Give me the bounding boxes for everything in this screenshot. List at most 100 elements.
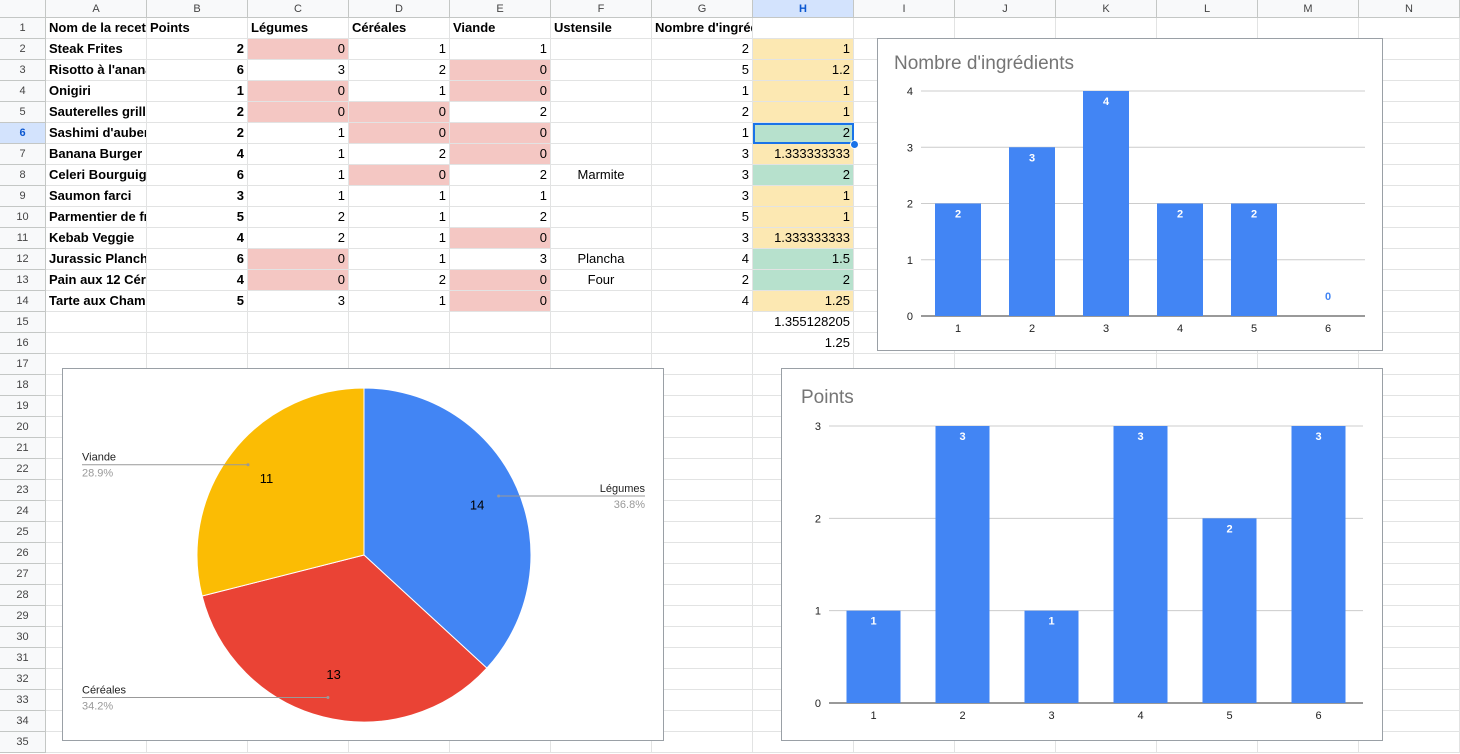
name-cell[interactable]: Sashimi d'aubergine xyxy=(46,123,147,144)
header-cell[interactable]: Légumes xyxy=(248,18,349,39)
viande-cell[interactable]: 0 xyxy=(450,270,551,291)
legumes-cell[interactable]: 0 xyxy=(248,81,349,102)
ustensile-cell[interactable] xyxy=(551,228,652,249)
viande-cell[interactable]: 1 xyxy=(450,39,551,60)
viande-cell[interactable]: 2 xyxy=(450,207,551,228)
h-cell[interactable]: 2 xyxy=(753,270,854,291)
cell[interactable] xyxy=(349,312,450,333)
cereales-cell[interactable]: 1 xyxy=(349,228,450,249)
nb-cell[interactable]: 1 xyxy=(652,81,753,102)
header-cell[interactable] xyxy=(753,18,854,39)
row-header-11[interactable]: 11 xyxy=(0,228,46,249)
legumes-cell[interactable]: 0 xyxy=(248,249,349,270)
cell[interactable] xyxy=(652,732,753,753)
cell[interactable] xyxy=(652,501,753,522)
cell[interactable] xyxy=(248,312,349,333)
row-header-16[interactable]: 16 xyxy=(0,333,46,354)
row-header-34[interactable]: 34 xyxy=(0,711,46,732)
nb-cell[interactable]: 2 xyxy=(652,39,753,60)
viande-cell[interactable]: 0 xyxy=(450,81,551,102)
cereales-cell[interactable]: 1 xyxy=(349,291,450,312)
ustensile-cell[interactable] xyxy=(551,102,652,123)
nb-cell[interactable]: 2 xyxy=(652,270,753,291)
column-header-m[interactable]: M xyxy=(1258,0,1359,18)
cell[interactable] xyxy=(450,312,551,333)
ustensile-cell[interactable] xyxy=(551,186,652,207)
cell[interactable] xyxy=(551,312,652,333)
name-cell[interactable]: Jurassic Plancha xyxy=(46,249,147,270)
cell[interactable] xyxy=(652,333,753,354)
row-header-13[interactable]: 13 xyxy=(0,270,46,291)
cell[interactable] xyxy=(147,333,248,354)
cell[interactable] xyxy=(652,375,753,396)
row-header-29[interactable]: 29 xyxy=(0,606,46,627)
cell[interactable] xyxy=(551,732,652,753)
ustensile-cell[interactable]: Four xyxy=(551,270,652,291)
cell[interactable] xyxy=(1258,18,1359,39)
cell[interactable] xyxy=(1359,18,1460,39)
nb-cell[interactable]: 4 xyxy=(652,249,753,270)
cereales-cell[interactable]: 1 xyxy=(349,249,450,270)
legumes-cell[interactable]: 0 xyxy=(248,39,349,60)
cereales-cell[interactable]: 0 xyxy=(349,102,450,123)
row-header-26[interactable]: 26 xyxy=(0,543,46,564)
nb-cell[interactable]: 1 xyxy=(652,123,753,144)
cell[interactable] xyxy=(1056,18,1157,39)
row-header-32[interactable]: 32 xyxy=(0,669,46,690)
viande-cell[interactable]: 0 xyxy=(450,60,551,81)
legumes-cell[interactable]: 1 xyxy=(248,123,349,144)
legumes-cell[interactable]: 1 xyxy=(248,165,349,186)
column-header-b[interactable]: B xyxy=(147,0,248,18)
legumes-cell[interactable]: 2 xyxy=(248,207,349,228)
cell[interactable] xyxy=(753,732,854,753)
row-header-9[interactable]: 9 xyxy=(0,186,46,207)
row-header-14[interactable]: 14 xyxy=(0,291,46,312)
cell[interactable] xyxy=(1157,18,1258,39)
column-header-j[interactable]: J xyxy=(955,0,1056,18)
legumes-cell[interactable]: 1 xyxy=(248,186,349,207)
row-header-21[interactable]: 21 xyxy=(0,438,46,459)
ustensile-cell[interactable] xyxy=(551,60,652,81)
name-cell[interactable]: Kebab Veggie xyxy=(46,228,147,249)
cell[interactable] xyxy=(854,18,955,39)
ustensile-cell[interactable] xyxy=(551,291,652,312)
viande-cell[interactable]: 0 xyxy=(450,228,551,249)
column-header-d[interactable]: D xyxy=(349,0,450,18)
legumes-cell[interactable]: 3 xyxy=(248,60,349,81)
points-cell[interactable]: 5 xyxy=(147,291,248,312)
header-cell[interactable]: Points xyxy=(147,18,248,39)
viande-cell[interactable]: 2 xyxy=(450,102,551,123)
row-header-3[interactable]: 3 xyxy=(0,60,46,81)
cereales-cell[interactable]: 1 xyxy=(349,39,450,60)
h-cell[interactable]: 1 xyxy=(753,39,854,60)
name-cell[interactable]: Sauterelles grillées xyxy=(46,102,147,123)
row-header-8[interactable]: 8 xyxy=(0,165,46,186)
cell[interactable] xyxy=(652,606,753,627)
name-cell[interactable]: Onigiri xyxy=(46,81,147,102)
cell[interactable] xyxy=(1157,732,1258,753)
chart-pie-ingredients[interactable]: 14 13 11 Légumes 36.8% Céréales 34.2% Viande 28.… xyxy=(62,368,664,741)
cell[interactable] xyxy=(652,480,753,501)
points-cell[interactable]: 2 xyxy=(147,39,248,60)
cell[interactable] xyxy=(147,312,248,333)
row-header-31[interactable]: 31 xyxy=(0,648,46,669)
row-header-18[interactable]: 18 xyxy=(0,375,46,396)
row-header-12[interactable]: 12 xyxy=(0,249,46,270)
cell[interactable] xyxy=(652,438,753,459)
ustensile-cell[interactable] xyxy=(551,39,652,60)
cereales-cell[interactable]: 1 xyxy=(349,81,450,102)
cell[interactable] xyxy=(652,354,753,375)
cereales-cell[interactable]: 2 xyxy=(349,60,450,81)
cereales-cell[interactable]: 2 xyxy=(349,270,450,291)
name-cell[interactable]: Celeri Bourguignon xyxy=(46,165,147,186)
cell[interactable] xyxy=(652,585,753,606)
points-cell[interactable]: 6 xyxy=(147,60,248,81)
legumes-cell[interactable]: 3 xyxy=(248,291,349,312)
cell[interactable] xyxy=(349,333,450,354)
ustensile-cell[interactable]: Marmite xyxy=(551,165,652,186)
row-header-23[interactable]: 23 xyxy=(0,480,46,501)
row-header-2[interactable]: 2 xyxy=(0,39,46,60)
cell[interactable] xyxy=(349,732,450,753)
nb-cell[interactable]: 3 xyxy=(652,144,753,165)
viande-cell[interactable]: 1 xyxy=(450,186,551,207)
